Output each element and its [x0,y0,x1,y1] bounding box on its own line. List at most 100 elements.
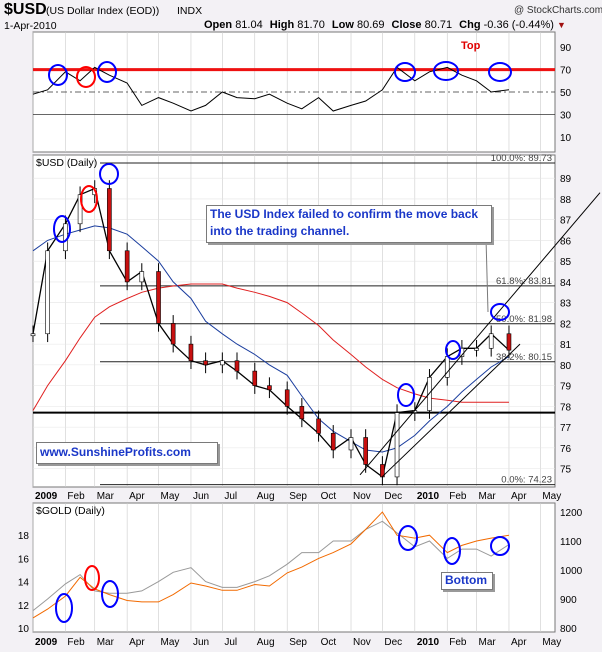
highlight-circle [394,62,416,82]
bottom-label: Bottom [445,573,487,587]
exchange-label: INDX [177,5,203,17]
highlight-circle [76,66,96,88]
usd-tick-label: 89 [560,174,572,185]
usd-tick-label: 76 [560,444,572,455]
quote-date: 1-Apr-2010 [4,20,57,32]
highlight-circle [445,340,461,360]
price-candle [394,412,400,478]
x-tick-label: Oct [321,637,337,648]
highlight-circle [97,61,117,83]
price-candle [30,333,36,337]
gold-right-tick: 800 [560,624,577,635]
highlight-circle [55,593,73,623]
x-tick-label: Jul [224,637,237,648]
price-candle [284,389,290,407]
usd-tick-label: 86 [560,236,572,247]
highlight-circle [84,565,100,591]
usd-tick-label: 77 [560,423,572,434]
x-tick-label: Mar [97,637,115,648]
x-tick-label: Nov [353,637,371,648]
highlight-circle [398,525,418,551]
highlight-circle [80,185,98,213]
ticker-symbol: $USD [4,1,47,18]
x-tick-label: Apr [129,491,145,502]
price-candle [363,437,368,465]
price-candle [170,323,176,345]
x-tick-label: Apr [511,637,527,648]
price-candle [220,360,225,366]
annotation-circles [48,61,512,623]
x-tick-label: Apr [129,637,145,648]
gold-left-tick: 10 [18,624,30,635]
gold-panel [32,502,556,633]
ticker-name: (US Dollar Index (EOD)) [46,5,160,17]
x-tick-label: Apr [511,491,527,502]
gold-left-tick: 18 [18,531,30,542]
callout-text: The USD Index failed to confirm the move… [210,207,479,238]
usd-tick-label: 88 [560,195,572,206]
rsi-tick-label: 70 [560,66,572,77]
high-value: 81.70 [297,19,325,31]
website-box [36,442,218,464]
usd-tick-label: 75 [560,465,572,476]
fib-label: 0.0%: 74.23 [501,475,552,486]
price-candle [488,333,494,349]
callout-pointer [485,237,489,313]
close-value: 80.71 [424,19,453,31]
price-candle [188,343,194,362]
gold-price-line [32,511,510,619]
high-label: High [269,19,295,31]
low-label: Low [331,19,354,31]
x-tick-label: Aug [257,637,275,648]
x-tick-label: May [542,637,561,648]
x-tick-label: May [161,637,180,648]
price-candle [234,360,240,372]
highlight-circle [490,536,510,556]
rsi-tick-label: 30 [560,110,572,121]
open-value: 81.04 [235,19,263,31]
usd-tick-label: 84 [560,278,572,289]
x-tick-label: Aug [257,491,275,502]
price-candle [45,250,50,335]
price-candle [107,188,112,252]
website-link[interactable]: www.SunshineProfits.com [40,445,191,459]
rsi-line [32,66,510,112]
x-tick-label: Sep [289,491,307,502]
gold-right-tick: 1100 [560,537,582,548]
bottom-label-box [441,572,493,590]
top-label: Top [461,40,481,52]
price-candle [330,433,336,451]
x-tick-label: Sep [289,637,307,648]
callout-box [206,205,492,243]
usd-tick-label: 87 [560,216,572,227]
gold-right-tick: 1000 [560,566,583,577]
rsi-tick-label: 50 [560,88,572,99]
price-candle [63,223,68,252]
x-tick-label: Jun [193,637,209,648]
chg-value: -0.36 (-0.44%) [483,19,554,31]
open-label: Open [204,19,233,31]
gold-left-tick: 12 [18,601,30,612]
price-candle [156,271,161,324]
x-tick-label: Nov [353,491,371,502]
price-candle [299,406,305,420]
highlight-circle [48,64,68,86]
x-tick-label: Dec [384,637,402,648]
gold-left-tick: 16 [18,554,30,565]
rsi-tick-label: 10 [560,133,572,144]
usd-tick-label: 78 [560,402,572,413]
gold-right-tick: 900 [560,595,577,606]
x-tick-label: Mar [479,491,497,502]
highlight-circle [443,537,461,565]
x-tick-label: 2010 [417,491,440,502]
x-tick-label: Feb [67,491,85,502]
channel-lower [381,343,521,478]
price-candle [77,194,83,225]
price-candle [203,360,208,366]
low-value: 80.69 [356,19,385,31]
usd-tick-label: 82 [560,319,572,330]
x-tick-label: Jul [224,491,237,502]
chg-label: Chg [459,19,481,31]
